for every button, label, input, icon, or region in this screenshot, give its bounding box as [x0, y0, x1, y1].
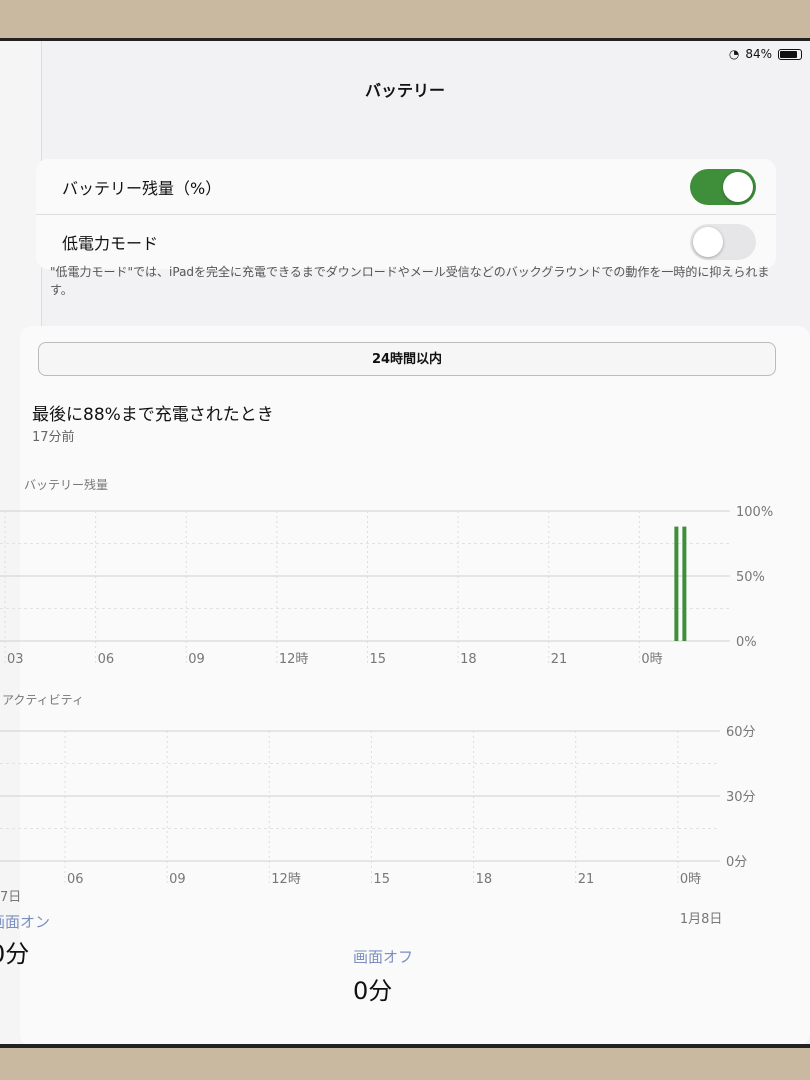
battery-chart-title: バッテリー残量 — [24, 478, 109, 492]
low-power-mode-toggle[interactable] — [690, 224, 756, 260]
battery-chart-x-tick: 0時 — [641, 652, 662, 667]
battery-chart: 03 06 09 12時 15 18 21 0時 0% 50% 100% — [0, 505, 773, 667]
screen-on-label: 画面オン — [0, 913, 51, 931]
battery-chart-y-tick: 0% — [736, 635, 757, 650]
battery-percentage-row: バッテリー残量（%） — [36, 159, 776, 214]
battery-percentage-label: バッテリー残量（%） — [62, 178, 222, 198]
page-title: バッテリー — [364, 81, 445, 100]
screen-off-value: 0分 — [353, 977, 393, 1005]
activity-date-label: 7日 — [0, 890, 21, 905]
low-power-mode-label: 低電力モード — [62, 234, 159, 253]
last-charge-ago: 17分前 — [32, 430, 75, 445]
screen-on-value: 0分 — [0, 940, 30, 968]
battery-percent: 84% — [745, 47, 772, 61]
activity-chart-x-tick: 06 — [67, 872, 84, 887]
battery-chart-y-tick: 100% — [736, 505, 773, 520]
activity-chart-y-tick: 0分 — [726, 855, 747, 870]
status-bar: ◔ 84% — [729, 47, 802, 61]
battery-chart-x-tick: 03 — [7, 652, 24, 667]
low-power-note: "低電力モード"では、iPadを完全に充電できるまでダウンロードやメール受信など… — [50, 265, 770, 297]
battery-chart-y-tick: 50% — [736, 570, 765, 585]
battery-bar — [674, 526, 679, 641]
battery-chart-x-tick: 18 — [460, 652, 477, 667]
activity-chart-x-tick: 21 — [578, 872, 595, 887]
activity-chart-title: アクティビティ — [2, 693, 84, 707]
settings-group: バッテリー残量（%） 低電力モード — [36, 159, 776, 269]
usage-card: 24時間以内 最後に88%まで充電されたとき 17分前 バッテリー残量 03 06… — [0, 326, 810, 1044]
battery-bar — [682, 526, 687, 641]
activity-chart-y-tick: 60分 — [726, 725, 756, 740]
screen-off-label: 画面オフ — [353, 948, 414, 966]
activity-chart-x-tick: 0時 — [680, 872, 701, 887]
segment-24h[interactable]: 24時間以内 — [38, 342, 776, 376]
activity-chart-x-tick: 15 — [373, 872, 390, 887]
battery-percentage-toggle[interactable] — [690, 168, 756, 205]
battery-icon — [778, 48, 802, 60]
activity-chart-x-tick: 09 — [169, 872, 186, 887]
battery-chart-x-tick: 21 — [551, 652, 568, 667]
battery-chart-x-tick: 06 — [98, 652, 115, 667]
ipad-screen: ◔ 84% バッテリー バッテリー残量（%） 低電力モード "低電力モード"では… — [0, 38, 810, 1048]
last-charge-title: 最後に88%まで充電されたとき — [32, 405, 274, 425]
activity-chart-y-tick: 30分 — [726, 790, 756, 805]
low-power-mode-row: 低電力モード — [36, 214, 776, 269]
battery-chart-x-tick: 12時 — [279, 652, 309, 667]
battery-chart-x-tick: 15 — [370, 652, 387, 667]
activity-date-label: 1月8日 — [680, 912, 723, 927]
battery-chart-x-tick: 09 — [188, 652, 205, 667]
activity-chart: 06 09 12時 15 18 21 0時 0分 30分 60分 7日 1月8日 — [0, 725, 756, 927]
wifi-icon: ◔ — [728, 47, 740, 61]
activity-chart-x-tick: 12時 — [271, 872, 301, 887]
activity-chart-x-tick: 18 — [476, 872, 493, 887]
